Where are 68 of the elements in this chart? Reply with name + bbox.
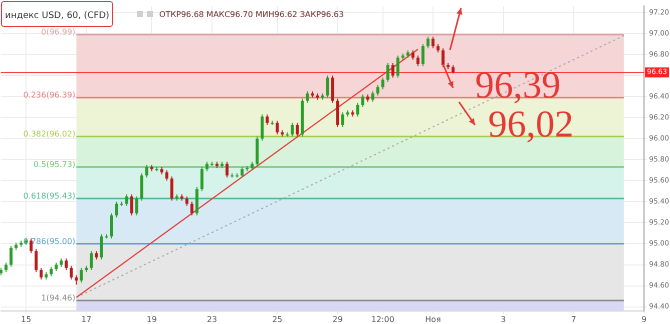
- candlestick: [190, 201, 194, 216]
- candlestick: [165, 170, 168, 182]
- x-tick-label: 9: [641, 314, 647, 324]
- candlestick: [306, 90, 309, 104]
- candlestick: [185, 196, 188, 206]
- candlestick: [226, 161, 229, 178]
- candlestick: [290, 122, 294, 138]
- candlestick: [115, 201, 118, 218]
- candlestick: [100, 234, 103, 260]
- x-tick-label: 23: [206, 314, 218, 324]
- highlight-frame: индекс USD, 60, (CFD): [1, 1, 114, 27]
- chart-subtitle: ОТКР96.68 МАКС96.70 МИН96.62 ЗАКР96.63: [159, 10, 344, 18]
- x-tick-label: 17: [81, 314, 92, 324]
- x-tick-label: 29: [332, 314, 343, 324]
- x-tick-label: 3: [500, 314, 506, 324]
- candlestick: [356, 102, 360, 118]
- candlestick: [34, 248, 38, 273]
- candlestick: [64, 258, 68, 271]
- candlestick: [381, 77, 384, 90]
- ref-line-label: 1(94.46): [41, 294, 76, 303]
- candlestick: [376, 84, 380, 96]
- ref-line-label: 0.236(96.39): [23, 90, 76, 100]
- ref-line-label: 0.382(96.02): [23, 130, 76, 139]
- candlestick: [10, 245, 13, 268]
- candlestick: [90, 250, 93, 271]
- x-tick-label: 19: [146, 314, 157, 324]
- candlestick: [200, 166, 204, 192]
- candlestick: [40, 267, 43, 280]
- candlestick: [276, 120, 279, 135]
- candlestick: [416, 55, 420, 67]
- candlestick: [240, 166, 244, 178]
- candlestick: [135, 196, 138, 216]
- candlestick: [205, 161, 208, 172]
- candlestick: [391, 62, 394, 78]
- candlestick: [74, 274, 78, 286]
- candlestick: [50, 266, 53, 277]
- candlestick: [125, 194, 128, 206]
- candlestick: [4, 262, 8, 273]
- x-tick-label: 12:00: [371, 314, 394, 324]
- candlestick: [411, 50, 414, 60]
- candlestick: [140, 172, 144, 202]
- ref-line-label: 0.5(95.73): [33, 160, 76, 170]
- candlestick: [296, 122, 299, 138]
- x-tick-label: 7: [571, 314, 576, 324]
- candlestick: [371, 90, 374, 102]
- ref-line-label: 0(96.99): [41, 28, 76, 37]
- candlestick: [442, 48, 445, 68]
- candlestick: [361, 94, 364, 108]
- candlestick: [70, 265, 73, 280]
- candlestick: [80, 267, 83, 284]
- candlestick: [110, 212, 114, 239]
- candlestick: [421, 44, 424, 67]
- candlestick: [426, 36, 430, 49]
- candlestick: [396, 55, 400, 78]
- candlestick: [260, 114, 264, 142]
- candlestick: [130, 194, 134, 216]
- candlestick: [170, 176, 174, 202]
- candlestick: [145, 164, 148, 178]
- candlestick: [386, 62, 390, 82]
- candlestick: [341, 112, 344, 128]
- x-tick-label: 15: [21, 314, 32, 324]
- candlestick: [432, 36, 435, 49]
- ref-line-label: 0.618(95.43): [23, 192, 76, 201]
- candlestick: [326, 75, 330, 98]
- x-tick-label: 25: [272, 314, 282, 324]
- candlestick: [266, 114, 269, 126]
- candlestick: [331, 75, 334, 104]
- x-tick-label: Ноя: [425, 314, 442, 324]
